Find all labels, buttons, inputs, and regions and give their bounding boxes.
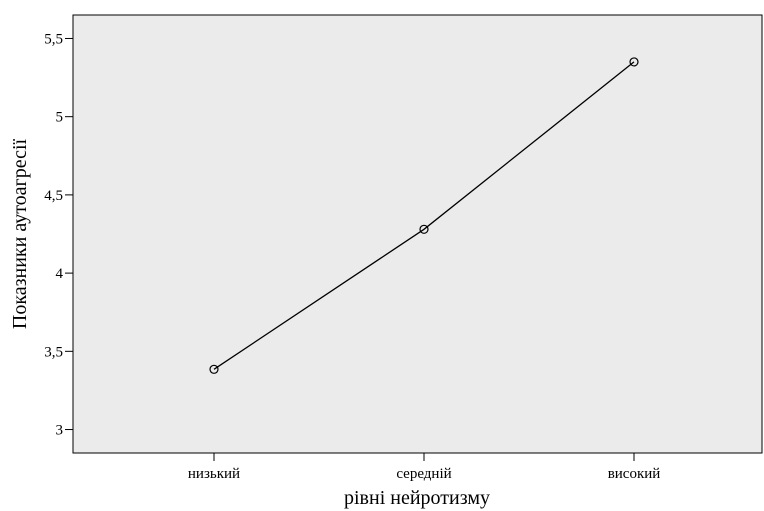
y-tick-label: 4,5 [44,188,63,204]
x-tick-label: високий [608,466,661,482]
data-point-marker [209,364,219,374]
y-tick-label: 5,5 [44,31,63,47]
x-tick-label: низький [188,466,240,482]
series-line [213,61,635,370]
y-tick-label: 5 [56,110,64,126]
y-tick-label: 3 [56,423,64,439]
x-tick-label: середній [396,466,451,482]
y-axis: 3 3,5 4 4,5 5 5,5 [44,31,73,439]
series-layer [209,57,639,374]
x-axis: низький середній високий [188,453,660,482]
x-axis-title: рівні нейротизму [344,487,490,509]
data-point-marker [419,224,429,234]
y-axis-title: Показники аутоагресії [9,138,31,329]
data-point-marker [629,57,639,67]
y-tick-label: 3,5 [44,344,63,360]
y-tick-label: 4 [56,266,64,282]
